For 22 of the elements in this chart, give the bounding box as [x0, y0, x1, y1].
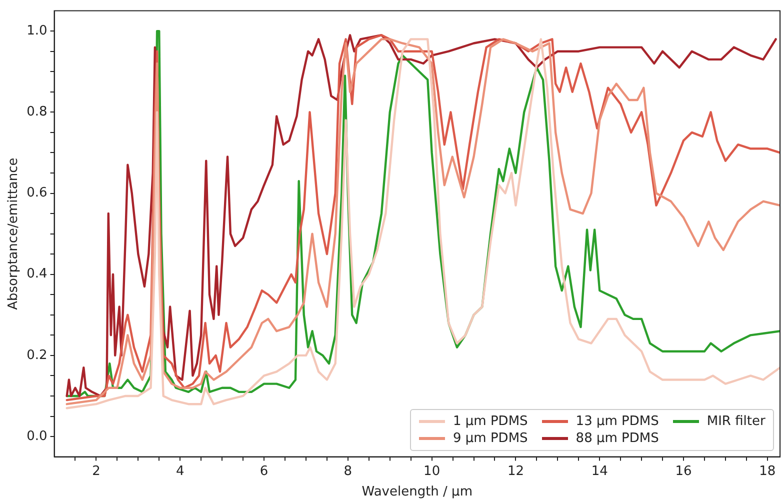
legend-label: 9 µm PDMS: [453, 430, 528, 446]
x-tick-label: 6: [260, 464, 268, 479]
x-tick-label: 18: [759, 464, 776, 479]
y-tick-label: 0.8: [26, 104, 48, 120]
x-tick-label: 2: [92, 464, 100, 479]
x-tick-label: 12: [507, 464, 524, 479]
x-axis-title: Wavelength / µm: [362, 484, 472, 500]
legend-label: 88 µm PDMS: [576, 430, 659, 446]
y-tick-label: 0.0: [26, 428, 48, 444]
legend-label: 1 µm PDMS: [453, 414, 528, 429]
x-tick-label: 14: [591, 464, 608, 479]
y-tick-label: 0.2: [26, 348, 48, 363]
y-axis-title: Absorptance/emittance: [6, 158, 22, 310]
y-tick-label: 0.6: [26, 186, 48, 201]
legend-label: 13 µm PDMS: [576, 414, 659, 429]
y-tick-label: 0.4: [26, 266, 48, 282]
x-tick-label: 16: [675, 464, 692, 479]
y-tick-label: 1.0: [26, 23, 48, 38]
x-tick-label: 4: [176, 464, 184, 479]
legend-label: MIR filter: [706, 414, 766, 429]
x-tick-label: 8: [344, 464, 352, 479]
x-tick-label: 10: [424, 464, 440, 479]
